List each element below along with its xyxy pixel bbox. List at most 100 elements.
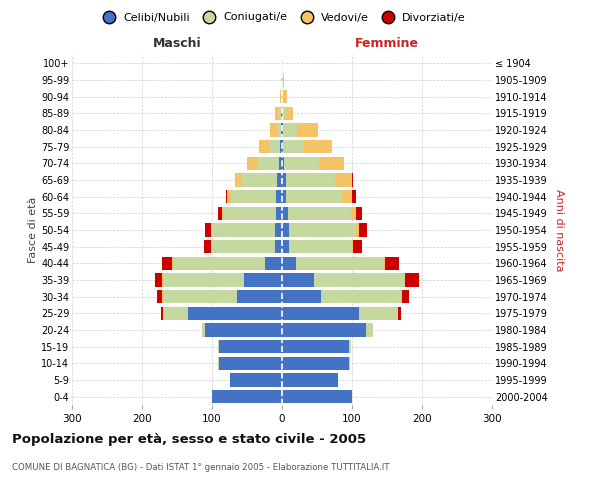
Bar	[219, 356, 282, 370]
Bar	[353, 240, 362, 254]
Bar	[283, 74, 284, 86]
Text: COMUNE DI BAGNATICA (BG) - Dati ISTAT 1° gennaio 2005 - Elaborazione TUTTITALIA.: COMUNE DI BAGNATICA (BG) - Dati ISTAT 1°…	[12, 462, 389, 471]
Bar	[289, 224, 355, 236]
Text: Femmine: Femmine	[355, 37, 419, 50]
Bar	[282, 174, 286, 186]
Bar	[211, 224, 212, 236]
Bar	[320, 290, 401, 304]
Bar	[401, 290, 402, 304]
Bar	[304, 140, 332, 153]
Bar	[282, 306, 359, 320]
Bar	[281, 74, 282, 86]
Bar	[155, 274, 162, 286]
Bar	[218, 356, 219, 370]
Bar	[366, 324, 373, 336]
Bar	[278, 106, 281, 120]
Bar	[236, 290, 282, 304]
Bar	[163, 306, 187, 320]
Bar	[162, 274, 163, 286]
Bar	[282, 240, 289, 254]
Bar	[211, 240, 212, 254]
Bar	[275, 224, 282, 236]
Bar	[314, 274, 404, 286]
Bar	[282, 256, 296, 270]
Bar	[335, 174, 352, 186]
Bar	[359, 306, 398, 320]
Bar	[282, 390, 352, 404]
Bar	[352, 190, 355, 203]
Bar	[283, 140, 304, 153]
Bar	[282, 156, 284, 170]
Bar	[282, 340, 349, 353]
Bar	[173, 256, 265, 270]
Bar	[172, 256, 173, 270]
Bar	[282, 140, 283, 153]
Bar	[341, 190, 352, 203]
Bar	[218, 340, 219, 353]
Bar	[205, 324, 282, 336]
Bar	[402, 290, 409, 304]
Bar	[202, 324, 205, 336]
Bar	[281, 90, 282, 104]
Bar	[282, 324, 366, 336]
Bar	[282, 206, 287, 220]
Bar	[283, 90, 287, 104]
Y-axis label: Fasce di età: Fasce di età	[28, 197, 38, 263]
Bar	[280, 90, 281, 104]
Bar	[283, 124, 296, 136]
Bar	[277, 124, 281, 136]
Bar	[187, 306, 282, 320]
Bar	[287, 206, 350, 220]
Bar	[161, 256, 172, 270]
Bar	[282, 106, 286, 120]
Bar	[235, 174, 242, 186]
Bar	[277, 174, 282, 186]
Bar	[259, 140, 269, 153]
Bar	[385, 256, 399, 270]
Bar	[282, 356, 349, 370]
Text: Popolazione per età, sesso e stato civile - 2005: Popolazione per età, sesso e stato civil…	[12, 432, 366, 446]
Bar	[286, 174, 335, 186]
Bar	[163, 290, 236, 304]
Bar	[383, 256, 385, 270]
Bar	[359, 224, 367, 236]
Bar	[205, 224, 211, 236]
Bar	[212, 390, 282, 404]
Bar	[219, 340, 282, 353]
Bar	[282, 190, 286, 203]
Bar	[404, 274, 405, 286]
Bar	[222, 206, 224, 220]
Bar	[398, 306, 401, 320]
Bar	[269, 140, 280, 153]
Bar	[163, 274, 244, 286]
Bar	[349, 340, 350, 353]
Bar	[281, 124, 282, 136]
Bar	[296, 124, 318, 136]
Bar	[247, 156, 257, 170]
Bar	[218, 206, 222, 220]
Bar	[349, 356, 350, 370]
Bar	[270, 124, 277, 136]
Bar	[212, 224, 275, 236]
Text: Maschi: Maschi	[152, 37, 202, 50]
Bar	[296, 256, 383, 270]
Bar	[350, 206, 356, 220]
Bar	[356, 206, 362, 220]
Bar	[161, 306, 163, 320]
Bar	[286, 190, 341, 203]
Bar	[355, 224, 359, 236]
Bar	[282, 290, 320, 304]
Bar	[286, 106, 293, 120]
Bar	[226, 190, 227, 203]
Bar	[204, 240, 211, 254]
Bar	[284, 156, 319, 170]
Bar	[281, 106, 282, 120]
Bar	[224, 206, 277, 220]
Bar	[244, 274, 282, 286]
Bar	[282, 274, 314, 286]
Bar	[319, 156, 344, 170]
Bar	[257, 156, 278, 170]
Bar	[352, 174, 353, 186]
Bar	[275, 106, 278, 120]
Bar	[289, 240, 352, 254]
